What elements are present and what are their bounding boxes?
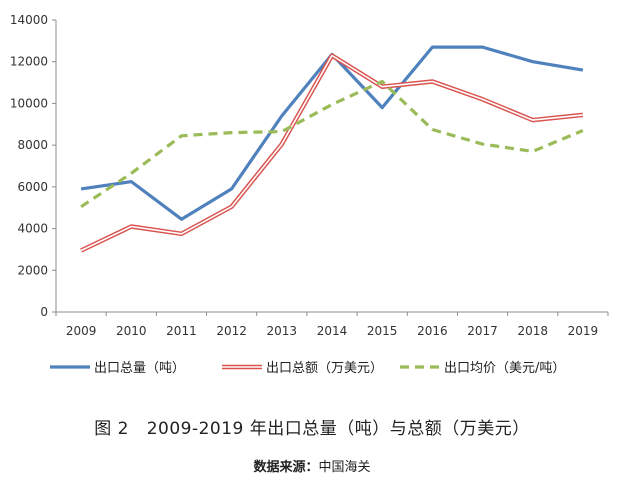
data-source-value: 中国海关 — [318, 460, 371, 475]
figure-title: 2009-2019 年出口总量（吨）与总额（万美元） — [146, 419, 530, 439]
series-layer — [80, 45, 584, 253]
x-tick-label: 2010 — [116, 324, 147, 338]
x-axis: 2009 2010 2011 2012 2013 2014 2015 2016 2017 2018… — [55, 311, 609, 338]
x-tick-label: 2009 — [66, 324, 97, 338]
y-tick-label: 8000 — [17, 138, 48, 152]
series-3-line — [80, 79, 584, 209]
y-tick-label: 0 — [40, 305, 48, 319]
x-tick-label: 2019 — [568, 324, 599, 338]
x-tick-label: 2011 — [166, 324, 197, 338]
x-tick-label: 2015 — [367, 324, 398, 338]
legend-item-3-label: 出口均价（美元/吨） — [444, 361, 565, 376]
series-1-line — [80, 45, 584, 221]
series-2-line-inner — [80, 54, 583, 252]
x-tick-label: 2012 — [216, 324, 247, 338]
legend-item-1-label: 出口总量（吨） — [94, 361, 185, 376]
legend: 出口总量（吨） 出口总额（万美元） 出口均价（美元/吨） — [50, 361, 565, 376]
y-tick-label: 14000 — [10, 13, 48, 27]
y-tick-label: 6000 — [17, 180, 48, 194]
x-tick-label: 2014 — [317, 324, 348, 338]
y-tick-label: 10000 — [10, 96, 48, 110]
data-source-label: 数据来源： — [253, 460, 319, 475]
x-tick-label: 2017 — [467, 324, 498, 338]
x-tick-label: 2013 — [267, 324, 298, 338]
figure-caption: 图 2 2009-2019 年出口总量（吨）与总额（万美元） — [0, 414, 624, 439]
y-tick-label: 4000 — [17, 222, 48, 236]
y-axis: 0 2000 4000 6000 8000 10000 12000 14000 — [10, 13, 57, 319]
figure-number: 图 2 — [94, 419, 129, 439]
x-tick-label: 2018 — [517, 324, 548, 338]
y-tick-label: 2000 — [17, 263, 48, 277]
legend-item-2-label: 出口总额（万美元） — [266, 361, 383, 376]
x-tick-label: 2016 — [417, 324, 448, 338]
y-tick-label: 12000 — [10, 55, 48, 69]
chart: 0 2000 4000 6000 8000 10000 12000 14000 2009 201… — [10, 13, 609, 376]
data-source: 数据来源：中国海关 — [0, 456, 624, 475]
